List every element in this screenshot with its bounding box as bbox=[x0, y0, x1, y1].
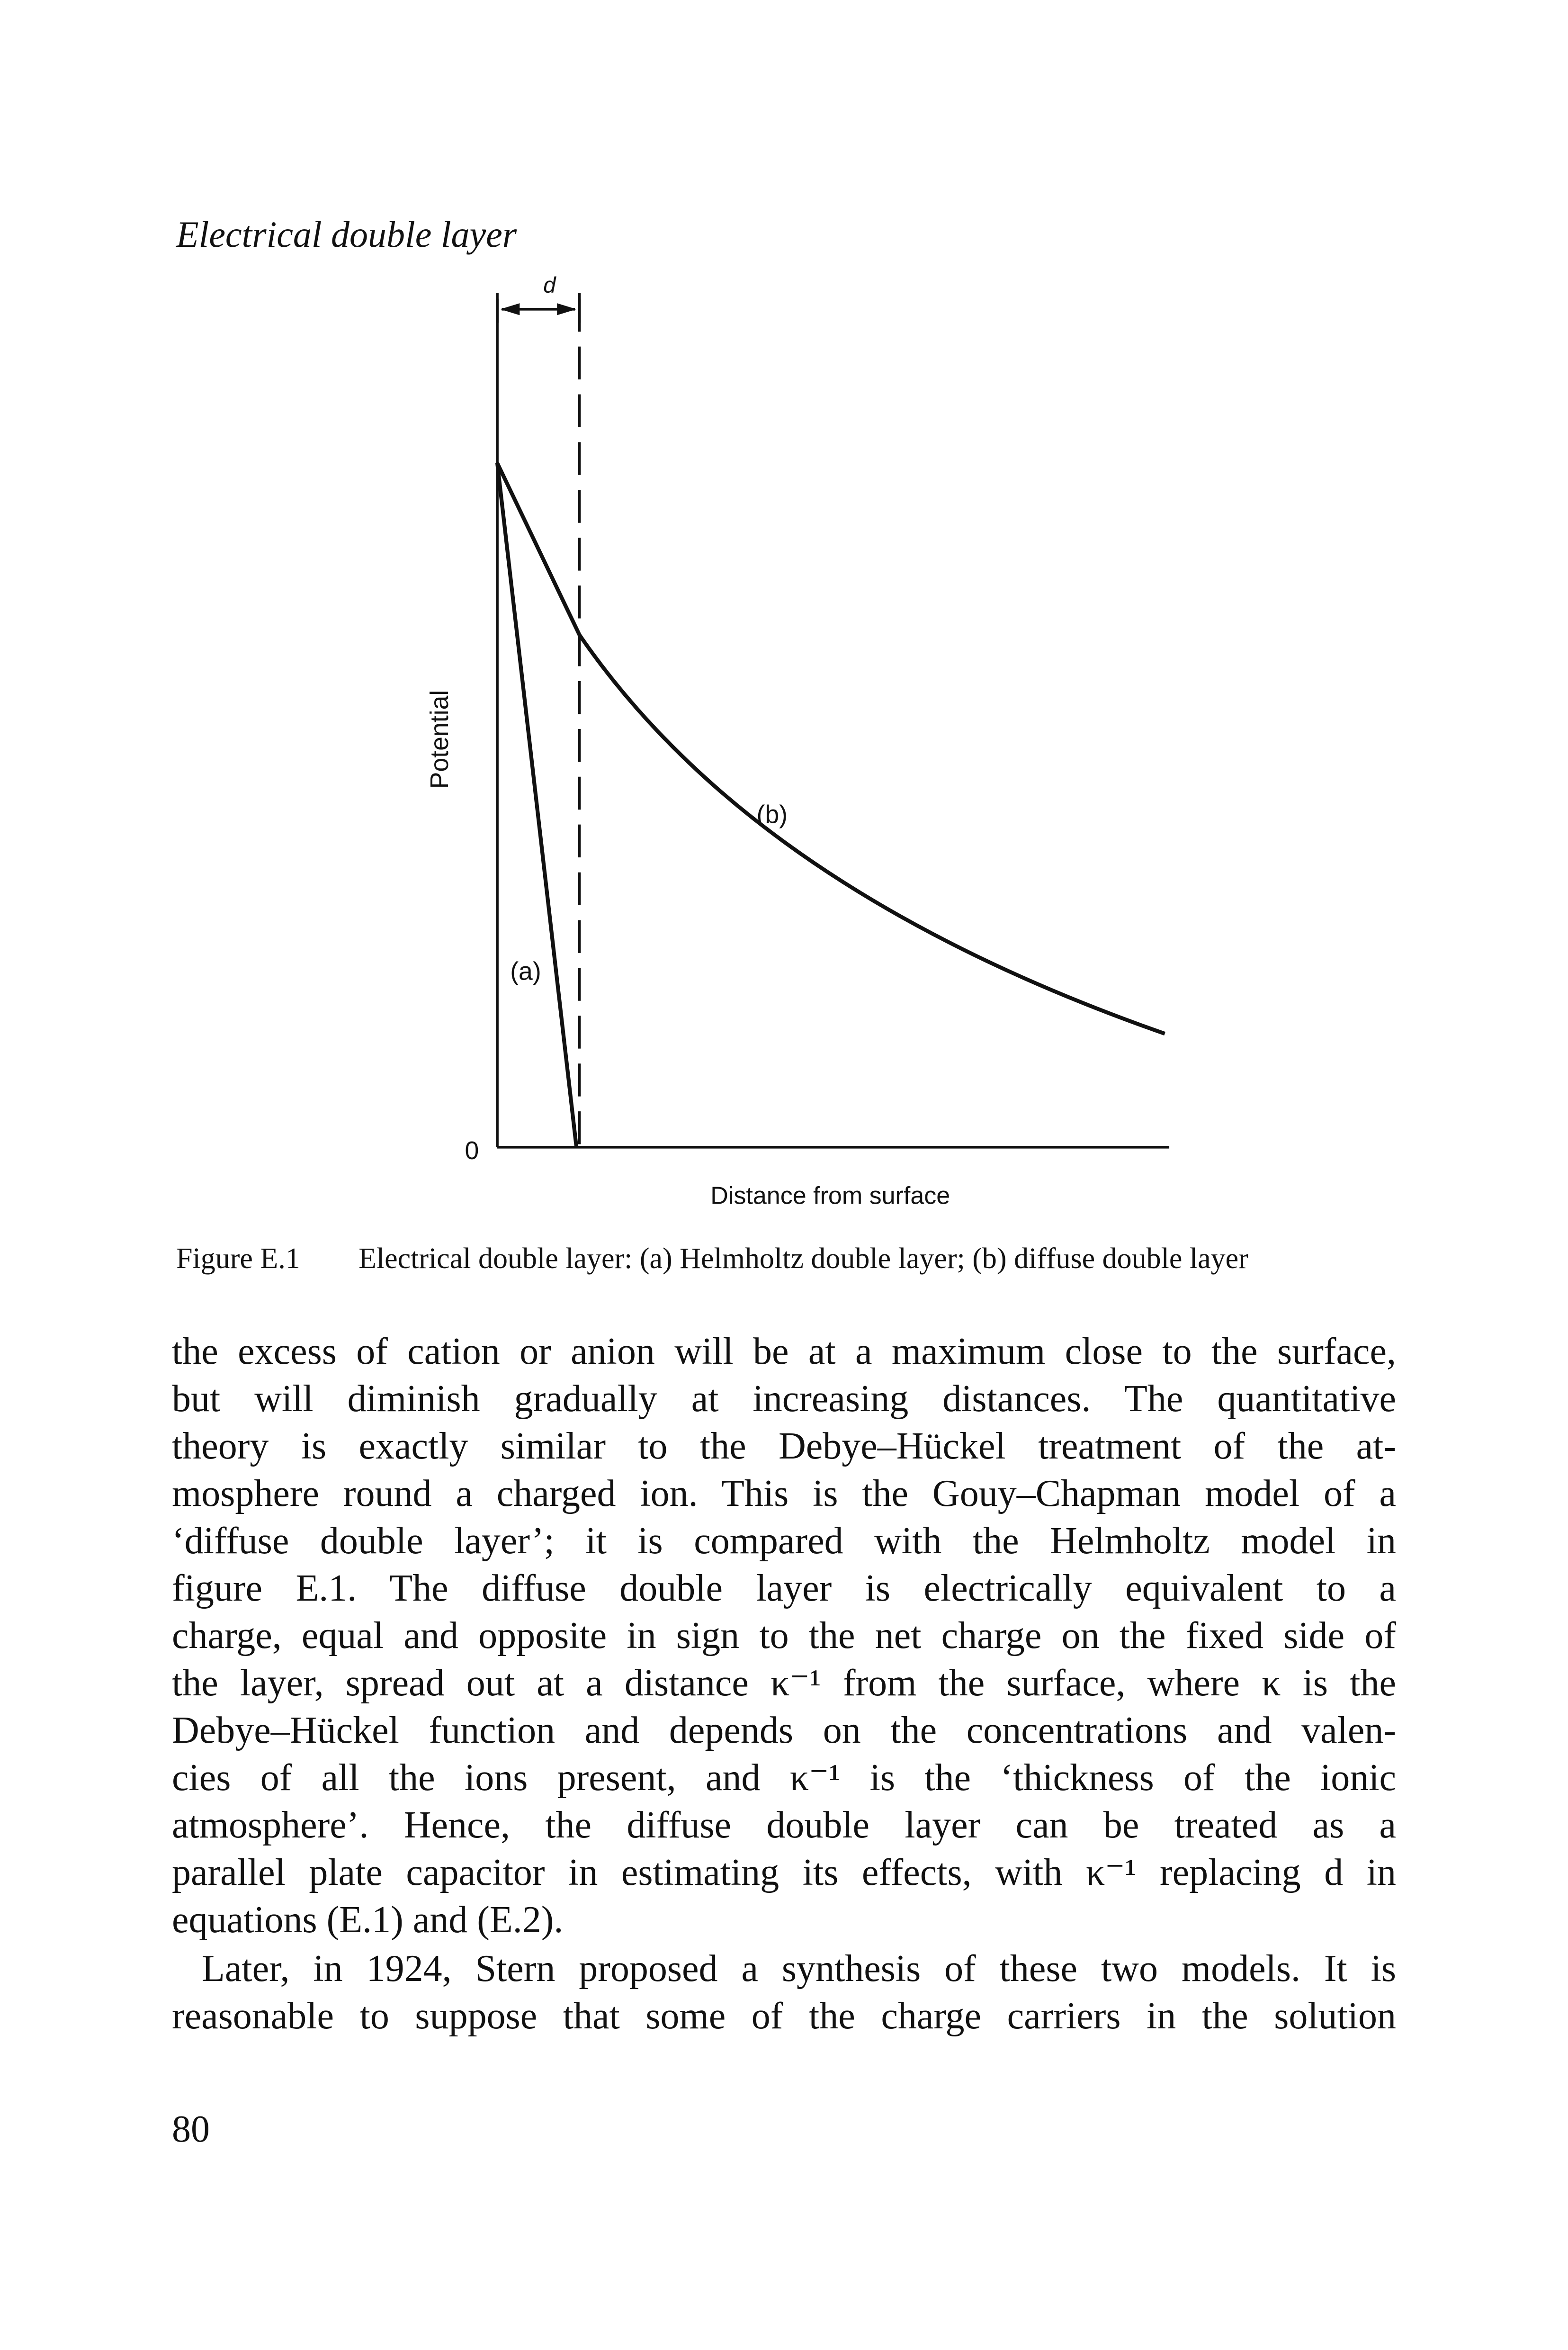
figure: d Potential 0 (a) (b) Distance from surf… bbox=[425, 273, 1170, 1210]
text-line: theory is exactly similar to the Debye–H… bbox=[172, 1425, 1396, 1467]
page-number: 80 bbox=[172, 2108, 210, 2150]
x-axis-label: Distance from surface bbox=[710, 1182, 950, 1210]
text-line: reasonable to suppose that some of the c… bbox=[172, 1995, 1396, 2037]
text-line: mosphere round a charged ion. This is th… bbox=[172, 1473, 1396, 1514]
text-line: figure E.1. The diffuse double layer is … bbox=[172, 1567, 1396, 1609]
paragraph: Later, in 1924, Stern proposed a synthes… bbox=[172, 1945, 1396, 2040]
text-line: cies of all the ions present, and κ⁻¹ is… bbox=[172, 1757, 1396, 1799]
origin-label: 0 bbox=[465, 1136, 479, 1165]
y-axis-label: Potential bbox=[425, 690, 454, 789]
curve-a-label: (a) bbox=[510, 957, 541, 986]
d-label: d bbox=[543, 273, 556, 298]
caption-number: Figure E.1 bbox=[176, 1243, 300, 1275]
text-line: atmosphere’. Hence, the diffuse double l… bbox=[172, 1804, 1396, 1846]
curve-a bbox=[495, 463, 579, 1148]
text-line: the excess of cation or anion will be at… bbox=[172, 1331, 1396, 1372]
text-line: Later, in 1924, Stern proposed a synthes… bbox=[202, 1948, 1396, 1990]
curve-b bbox=[495, 462, 1165, 1036]
running-head: Electrical double layer bbox=[176, 214, 517, 255]
text-line: ‘diffuse double layer’; it is compared w… bbox=[172, 1520, 1396, 1562]
bracket-arrows bbox=[500, 303, 577, 315]
text-line: equations (E.1) and (E.2). bbox=[172, 1899, 564, 1941]
text-line: the layer, spread out at a distance κ⁻¹ … bbox=[172, 1662, 1396, 1704]
text-line: Debye–Hückel function and depends on the… bbox=[172, 1710, 1396, 1751]
text-line: but will diminish gradually at increasin… bbox=[172, 1378, 1396, 1420]
text-line: charge, equal and opposite in sign to th… bbox=[172, 1615, 1396, 1657]
text-line: parallel plate capacitor in estimating i… bbox=[172, 1852, 1396, 1893]
paragraph: the excess of cation or anion will be at… bbox=[172, 1328, 1396, 1944]
curve-b-label: (b) bbox=[757, 801, 788, 829]
caption-text: Electrical double layer: (a) Helmholtz d… bbox=[358, 1243, 1248, 1275]
